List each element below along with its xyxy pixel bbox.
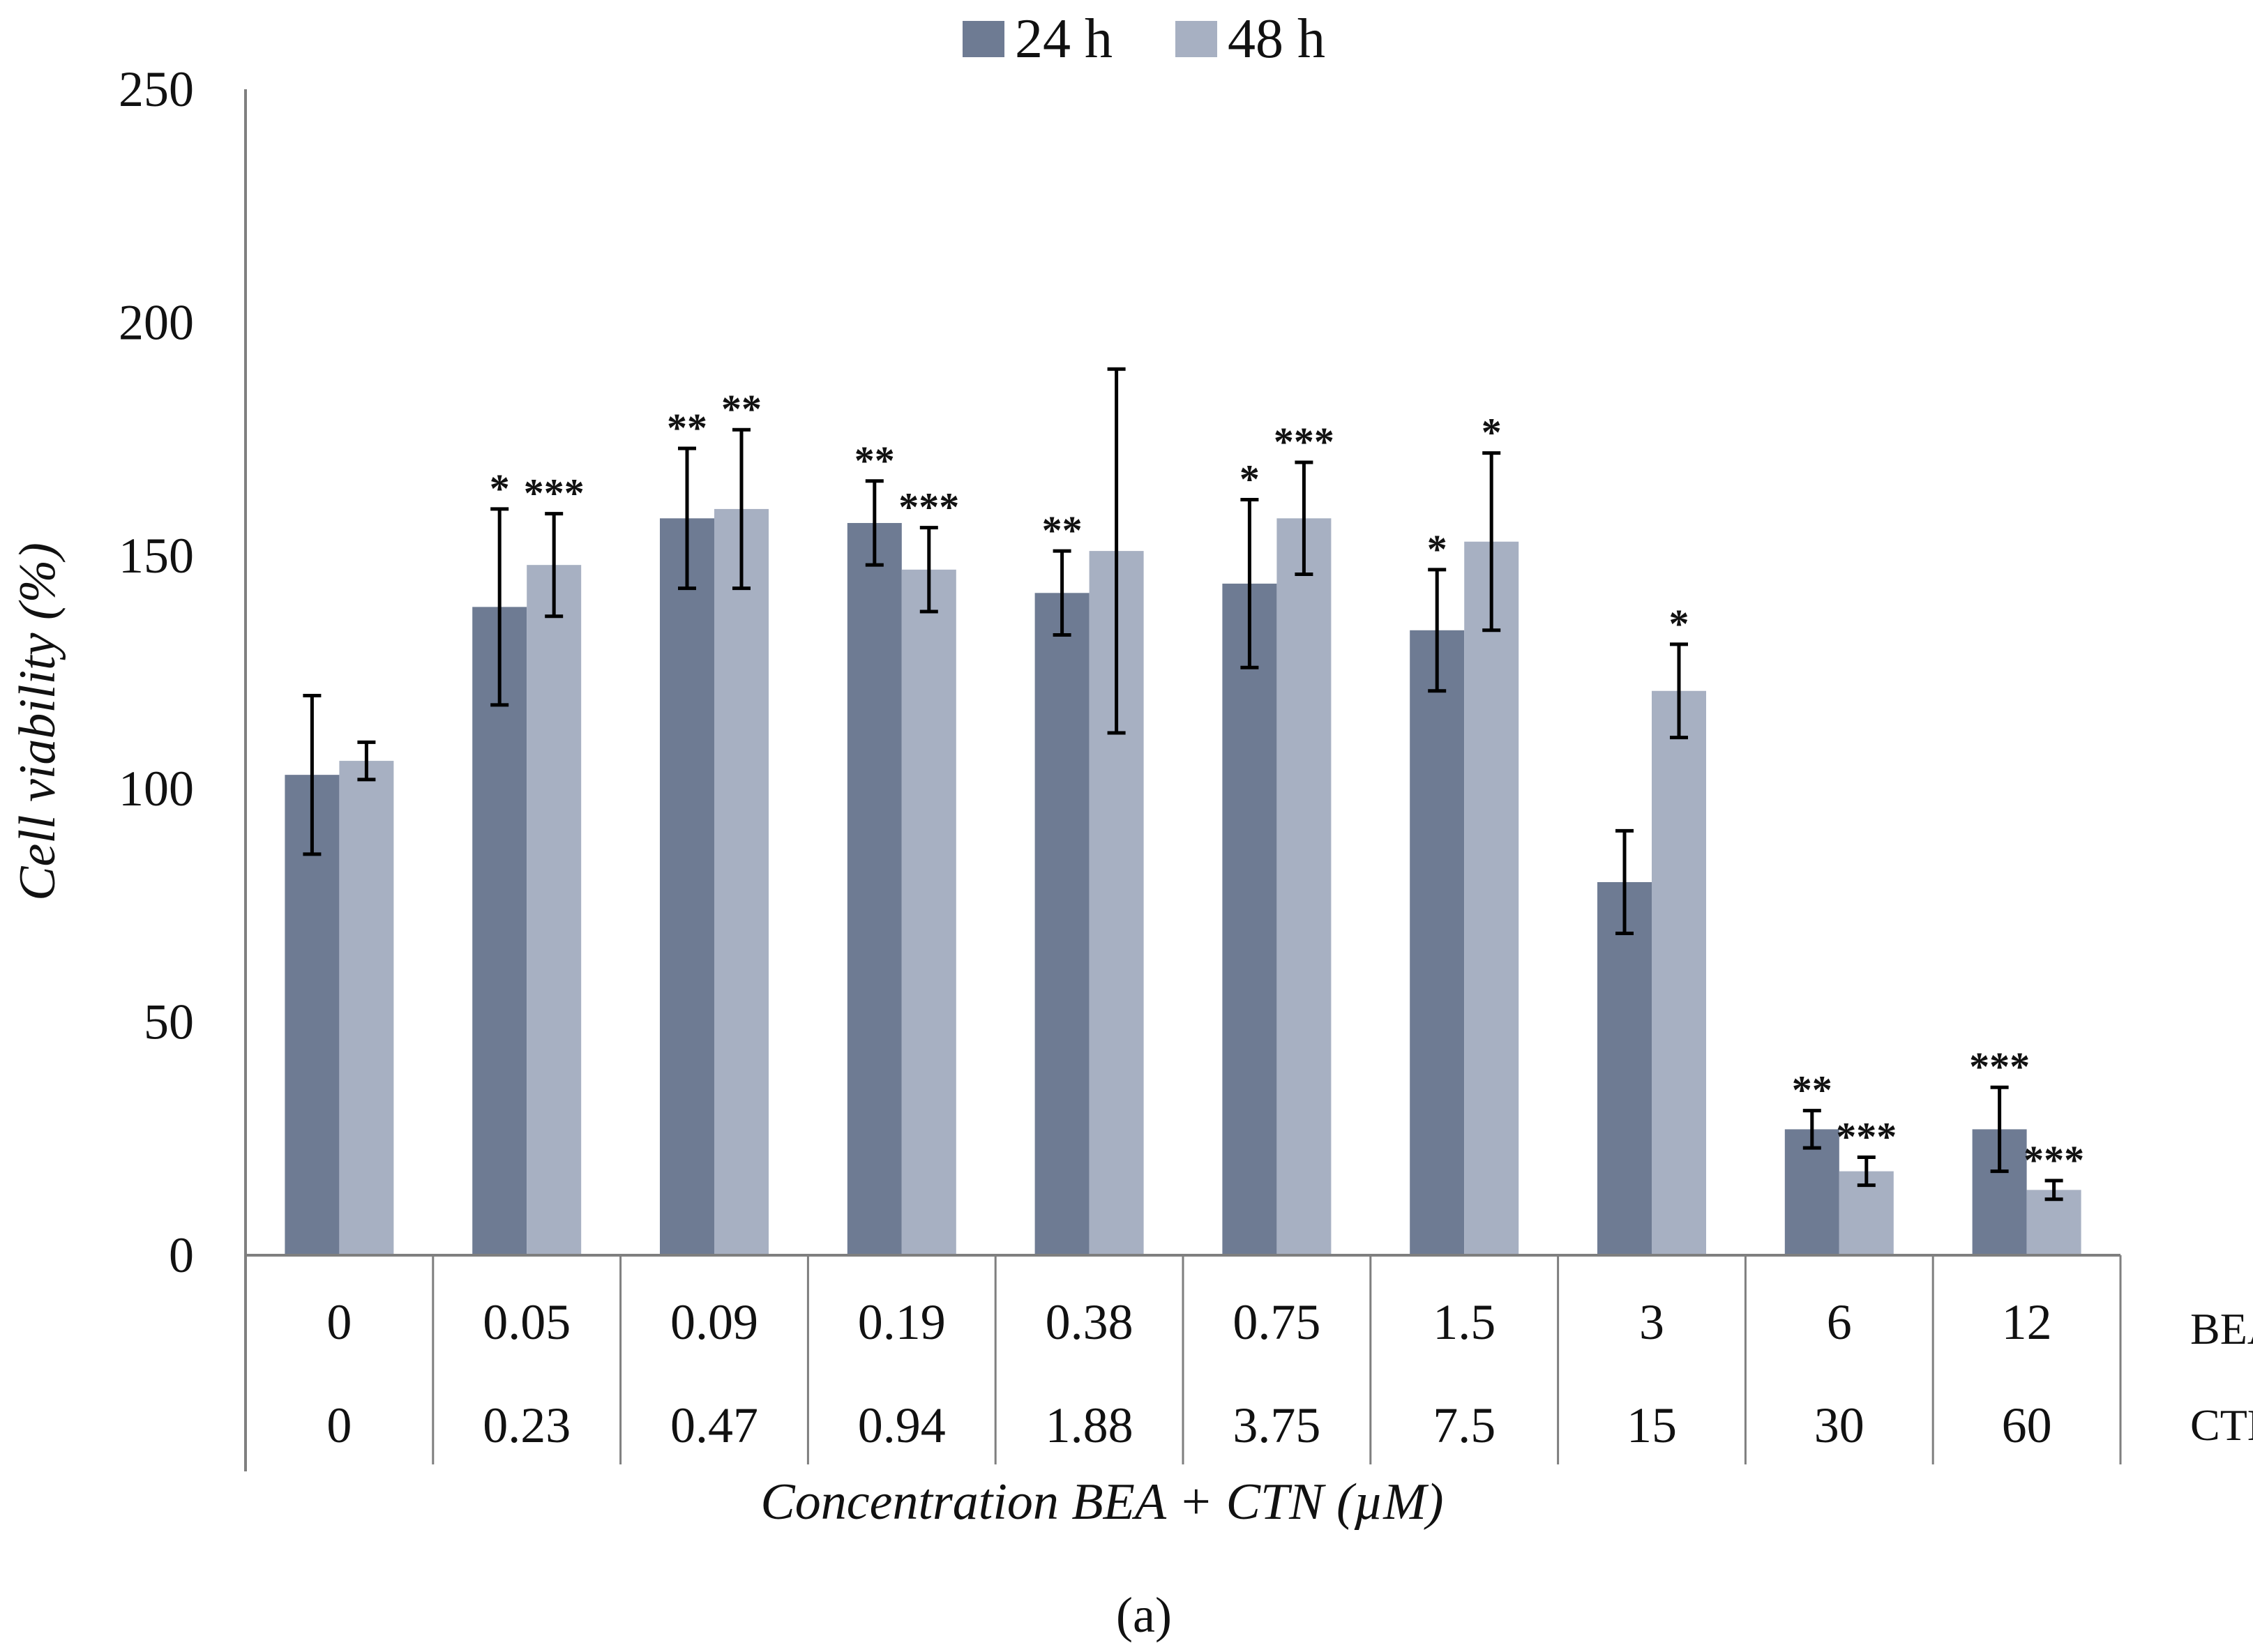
- bar-48h-5: [1276, 518, 1332, 1255]
- bea-concentration-label: 0: [326, 1294, 352, 1350]
- significance-marker: **: [1042, 508, 1083, 553]
- bea-concentration-label: 0.05: [483, 1294, 571, 1350]
- ctn-concentration-label: 3.75: [1233, 1397, 1320, 1453]
- ctn-concentration-label: 0.47: [670, 1397, 758, 1453]
- legend: 24 h 48 h: [963, 8, 1325, 70]
- bar-24h-5: [1222, 583, 1277, 1255]
- ctn-concentration-label: 15: [1627, 1397, 1677, 1453]
- significance-marker: **: [721, 386, 762, 432]
- bar-24h-8: [1784, 1129, 1839, 1255]
- y-tick-label: 250: [119, 61, 194, 117]
- significance-marker: *: [1669, 601, 1689, 646]
- significance-marker: ***: [2024, 1137, 2084, 1183]
- bea-concentration-label: 3: [1639, 1294, 1664, 1350]
- bar-48h-6: [1464, 541, 1519, 1255]
- bar-24h-7: [1597, 881, 1652, 1255]
- y-axis: 0 50 100 150 200 250: [119, 61, 247, 1471]
- significance-marker: *: [490, 466, 510, 511]
- legend-swatch-24h: [963, 21, 1004, 57]
- significance-marker: *: [1482, 410, 1502, 455]
- bar-24h-6: [1410, 630, 1465, 1255]
- significance-marker: ***: [1274, 419, 1334, 464]
- ctn-concentration-label: 60: [2002, 1397, 2052, 1453]
- bar-24h-1: [472, 607, 527, 1255]
- bea-concentration-label: 0.38: [1046, 1294, 1133, 1350]
- bar-48h-7: [1652, 690, 1706, 1255]
- ctn-concentration-label: 0.23: [483, 1397, 571, 1453]
- bar-24h-2: [660, 518, 714, 1255]
- row-label-bea: BEA: [2190, 1304, 2253, 1354]
- significance-marker: ***: [1969, 1044, 2030, 1089]
- bar-48h-3: [901, 569, 956, 1255]
- significance-marker: ***: [898, 485, 959, 530]
- y-tick-label: 200: [119, 294, 194, 350]
- legend-label-48h: 48 h: [1228, 8, 1325, 70]
- x-axis-title: Concentration BEA + CTN (µM): [760, 1473, 1443, 1531]
- bar-48h-2: [714, 508, 769, 1256]
- y-tick-label: 50: [144, 994, 194, 1050]
- ctn-concentration-label: 1.88: [1046, 1397, 1133, 1453]
- bea-concentration-label: 12: [2002, 1294, 2052, 1350]
- bar-48h-1: [527, 565, 582, 1255]
- significance-marker: *: [1239, 457, 1260, 502]
- legend-label-24h: 24 h: [1015, 8, 1113, 70]
- ctn-concentration-label: 0.94: [858, 1397, 946, 1453]
- significance-marker: ***: [1836, 1114, 1897, 1160]
- bar-48h-0: [339, 761, 394, 1255]
- ctn-concentration-label: 0: [326, 1397, 352, 1453]
- category-table: 0 0 0.05 0.23 0.09 0.47 0.19 0.94 0.38 1.88 0.75 3.…: [246, 1254, 2122, 1464]
- bars: * ***** ***************************: [285, 367, 2084, 1256]
- bea-concentration-label: 0.75: [1233, 1294, 1320, 1350]
- bar-24h-4: [1034, 593, 1090, 1255]
- y-tick-label: 100: [119, 761, 194, 817]
- y-axis-title: Cell viability (%): [9, 543, 66, 901]
- row-label-ctn: CTN: [2190, 1400, 2253, 1450]
- y-tick-label: 150: [119, 528, 194, 584]
- significance-marker: **: [667, 405, 707, 450]
- bea-concentration-label: 0.09: [670, 1294, 758, 1350]
- significance-marker: **: [1792, 1068, 1832, 1113]
- panel-label: (a): [1116, 1587, 1172, 1643]
- legend-swatch-48h: [1175, 21, 1217, 57]
- y-tick-label: 0: [169, 1227, 194, 1283]
- bea-concentration-label: 0.19: [858, 1294, 946, 1350]
- bea-concentration-label: 6: [1827, 1294, 1852, 1350]
- significance-marker: *: [1427, 526, 1447, 572]
- bea-concentration-label: 1.5: [1433, 1294, 1495, 1350]
- bar-24h-3: [847, 522, 902, 1255]
- significance-marker: ***: [524, 471, 585, 516]
- significance-marker: **: [854, 438, 895, 483]
- ctn-concentration-label: 7.5: [1433, 1397, 1495, 1453]
- ctn-concentration-label: 30: [1814, 1397, 1864, 1453]
